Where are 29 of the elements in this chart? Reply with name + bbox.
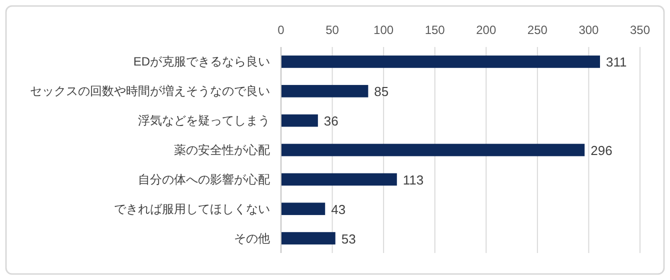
y-tick-label: 自分の体への影響が心配	[138, 172, 270, 186]
x-tick-label: 150	[424, 23, 446, 37]
x-tick-label: 250	[527, 23, 548, 37]
data-label: 43	[331, 202, 346, 217]
x-tick-label: 300	[578, 23, 600, 37]
y-tick-label: できれば服用してほしくない	[114, 202, 270, 216]
bar	[281, 202, 326, 216]
y-tick-label: その他	[234, 231, 270, 246]
bar	[281, 144, 585, 156]
data-label: 53	[341, 231, 356, 246]
data-label: 36	[324, 114, 338, 129]
y-tick-label: EDが克服できるなら良い	[133, 54, 270, 69]
bar	[281, 173, 397, 186]
y-tick-label: セックスの回数や時間が増えそうなので良い	[30, 84, 270, 98]
bar	[281, 84, 368, 98]
x-tick-label: 350	[630, 23, 650, 37]
data-label: 296	[590, 143, 612, 158]
x-tick-label: 50	[326, 23, 340, 37]
y-tick-label: 薬の安全性が心配	[174, 143, 270, 157]
x-tick-label: 0	[278, 23, 285, 37]
bar	[281, 114, 318, 127]
bar	[281, 56, 600, 68]
data-label: 85	[374, 84, 389, 100]
x-tick-label: 100	[374, 23, 394, 37]
bar	[281, 232, 336, 244]
data-label: 311	[606, 54, 627, 70]
y-tick-label: 浮気などを疑ってしまう	[138, 114, 270, 128]
x-tick-label: 200	[476, 23, 496, 37]
data-label: 113	[402, 172, 424, 188]
